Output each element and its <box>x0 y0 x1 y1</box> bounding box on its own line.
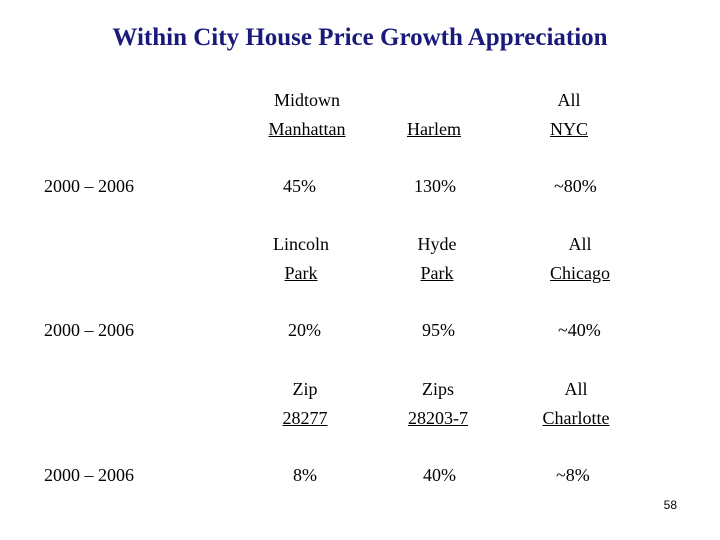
header-line2: 28203-7 <box>408 408 468 428</box>
header-line1: All <box>568 234 592 254</box>
header-line1: Zip <box>292 379 318 399</box>
header-line1: Zips <box>421 379 454 399</box>
period-label: 2000 – 2006 <box>44 465 134 485</box>
header-all-charlotte: All Charlotte <box>526 375 626 433</box>
header-line2: Charlotte <box>542 408 610 428</box>
header-midtown-manhattan: Midtown Manhattan <box>252 86 362 144</box>
page-number: 58 <box>663 498 677 512</box>
header-line2: Manhattan <box>268 119 346 139</box>
header-line2: Chicago <box>550 263 610 283</box>
header-all-nyc: All NYC <box>524 86 614 144</box>
value-midtown-manhattan: 45% <box>283 176 316 196</box>
header-line1 <box>384 86 484 115</box>
header-line2: Park <box>420 263 454 283</box>
header-all-chicago: All Chicago <box>530 230 630 288</box>
value-all-nyc: ~80% <box>554 176 597 196</box>
header-line1: Lincoln <box>273 234 329 254</box>
header-lincoln-park: Lincoln Park <box>256 230 346 288</box>
page-title: Within City House Price Growth Appreciat… <box>112 24 608 51</box>
header-zip-28277: Zip 28277 <box>260 375 350 433</box>
value-zip-28277: 8% <box>293 465 317 485</box>
header-line1: All <box>564 379 588 399</box>
header-hyde-park: Hyde Park <box>392 230 482 288</box>
header-line2: Park <box>284 263 318 283</box>
value-harlem: 130% <box>414 176 456 196</box>
header-line2: 28277 <box>282 408 328 428</box>
header-line1: Hyde <box>417 234 457 254</box>
period-label: 2000 – 2006 <box>44 320 134 340</box>
header-line2: Harlem <box>407 119 461 139</box>
value-zips-28203-7: 40% <box>423 465 456 485</box>
header-line1: Midtown <box>273 90 340 110</box>
header-line2: NYC <box>549 119 588 139</box>
value-all-chicago: ~40% <box>558 320 601 340</box>
value-hyde-park: 95% <box>422 320 455 340</box>
period-label: 2000 – 2006 <box>44 176 134 196</box>
header-line1: All <box>557 90 581 110</box>
value-lincoln-park: 20% <box>288 320 321 340</box>
value-all-charlotte: ~8% <box>556 465 590 485</box>
header-harlem: Harlem <box>384 86 484 144</box>
header-zips-28203-7: Zips 28203-7 <box>388 375 488 433</box>
